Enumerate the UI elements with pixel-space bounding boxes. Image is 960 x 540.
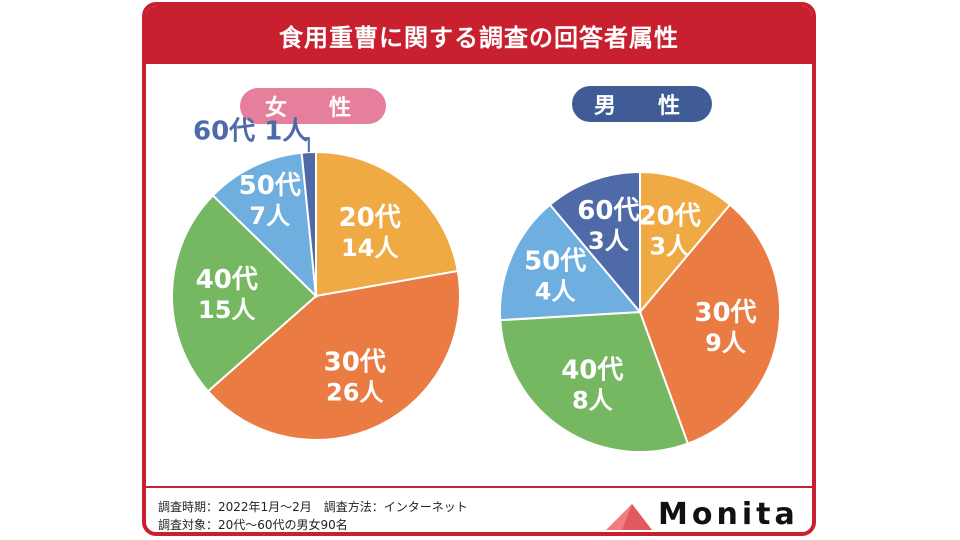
pie-slice-60代 [300, 150, 317, 297]
page-title: 食用重曹に関する調査の回答者属性 [146, 6, 812, 64]
pie-slice-50代 [211, 151, 318, 299]
female-chart-title: 女 性 [240, 88, 386, 124]
slice-value-50代: 4人 [535, 277, 576, 305]
brand-name: Monita [658, 497, 799, 532]
brand-logo: Monita [604, 496, 812, 532]
slice-label-20代: 20代 [639, 201, 701, 231]
pie-slice-20代 [315, 150, 459, 298]
pie-slice-30代 [206, 269, 461, 441]
slice-value-30代: 9人 [705, 329, 746, 357]
survey-period-method: 調査時期：2022年1月～2月 調査方法：インターネット [158, 500, 468, 514]
survey-target: 調査対象：20代～60代の男女90名 [158, 518, 348, 532]
slice-label-40代: 40代 [196, 265, 258, 295]
pie-slice-60代 [548, 170, 641, 315]
slice-label-40代: 40代 [561, 356, 623, 386]
slice-label-30代: 30代 [694, 298, 756, 328]
slice-value-20代: 3人 [649, 232, 690, 260]
slice-value-50代: 7人 [249, 202, 290, 230]
slice-label-50代: 50代 [524, 246, 586, 276]
pie-slice-50代 [499, 203, 643, 322]
slice-label-20代: 20代 [339, 203, 401, 233]
footer-divider [146, 486, 812, 488]
triangle-logo-icon [606, 504, 652, 530]
slice-value-40代: 15人 [198, 296, 255, 324]
slice-value-20代: 14人 [341, 234, 398, 262]
survey-card: 食用重曹に関する調査の回答者属性 女 性 男 性 20代 14人 30代 26人 40代… [142, 2, 816, 536]
male-chart-title: 男 性 [572, 86, 712, 122]
pie-slice-40代 [499, 310, 690, 453]
pie-slice-40代 [171, 194, 318, 393]
slice-label-60代: 60代 [577, 196, 639, 226]
slice-label-50代: 50代 [239, 171, 301, 201]
slice-label-60代: 60代 1人 [193, 116, 308, 146]
slice-value-30代: 26人 [326, 378, 383, 406]
pie-slice-20代 [639, 170, 732, 315]
slice-value-40代: 8人 [572, 387, 613, 415]
slice-value-60代: 3人 [588, 227, 629, 255]
slice-label-30代: 30代 [324, 347, 386, 377]
leader-line-60代 [302, 137, 310, 153]
pie-slice-30代 [638, 203, 781, 445]
